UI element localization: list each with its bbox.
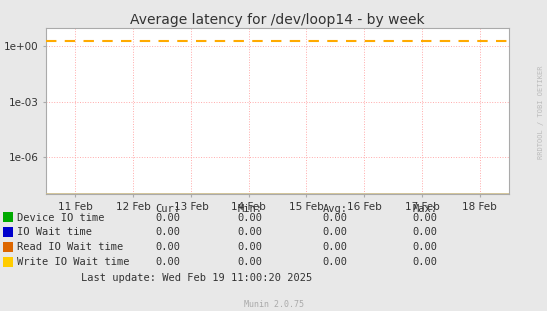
Text: 0.00: 0.00 — [237, 213, 263, 223]
Text: 0.00: 0.00 — [237, 242, 263, 252]
Text: 0.00: 0.00 — [412, 227, 438, 237]
Text: Max:: Max: — [412, 204, 438, 214]
Text: 0.00: 0.00 — [155, 242, 181, 252]
Text: 0.00: 0.00 — [412, 257, 438, 267]
Text: Min:: Min: — [237, 204, 263, 214]
Text: Read IO Wait time: Read IO Wait time — [17, 242, 123, 252]
Text: 0.00: 0.00 — [155, 227, 181, 237]
Text: IO Wait time: IO Wait time — [17, 227, 92, 237]
Text: 0.00: 0.00 — [322, 213, 347, 223]
Text: 0.00: 0.00 — [322, 242, 347, 252]
Text: 0.00: 0.00 — [237, 227, 263, 237]
Text: 0.00: 0.00 — [322, 227, 347, 237]
Text: Avg:: Avg: — [322, 204, 347, 214]
Text: RRDTOOL / TOBI OETIKER: RRDTOOL / TOBI OETIKER — [538, 65, 544, 159]
Text: 0.00: 0.00 — [237, 257, 263, 267]
Y-axis label: seconds: seconds — [0, 90, 2, 132]
Text: Munin 2.0.75: Munin 2.0.75 — [243, 300, 304, 309]
Text: 0.00: 0.00 — [412, 213, 438, 223]
Text: 0.00: 0.00 — [412, 242, 438, 252]
Text: 0.00: 0.00 — [322, 257, 347, 267]
Text: Last update: Wed Feb 19 11:00:20 2025: Last update: Wed Feb 19 11:00:20 2025 — [80, 273, 312, 283]
Text: Write IO Wait time: Write IO Wait time — [17, 257, 130, 267]
Text: 0.00: 0.00 — [155, 257, 181, 267]
Title: Average latency for /dev/loop14 - by week: Average latency for /dev/loop14 - by wee… — [130, 13, 425, 27]
Text: Cur:: Cur: — [155, 204, 181, 214]
Text: 0.00: 0.00 — [155, 213, 181, 223]
Text: Device IO time: Device IO time — [17, 213, 104, 223]
